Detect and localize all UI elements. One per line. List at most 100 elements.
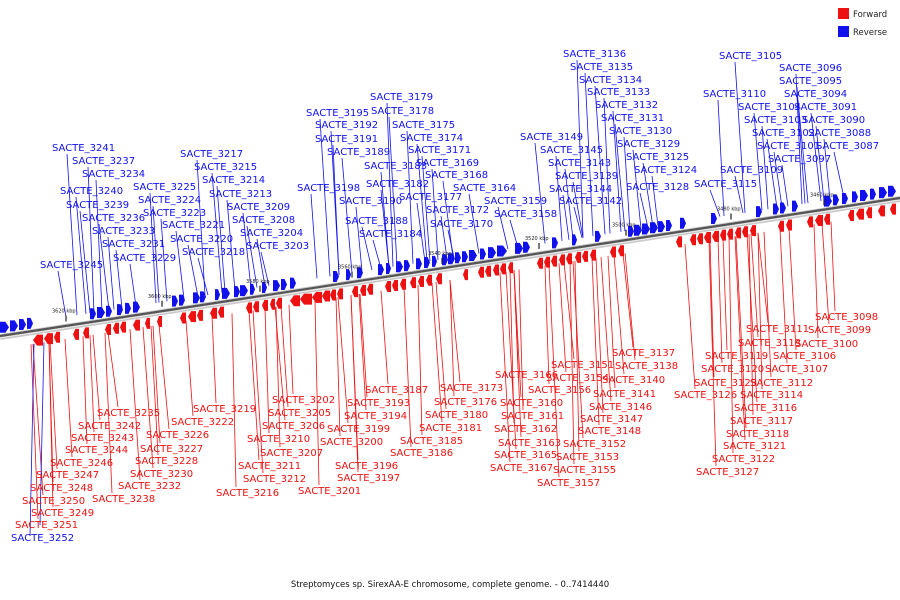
forward-gene-arrow (866, 207, 872, 219)
forward-gene-label: SACTE_3126 (674, 390, 737, 401)
reverse-gene-label: SACTE_3101 (757, 141, 820, 152)
reverse-gene-arrow (172, 295, 178, 307)
reverse-gene-arrow (666, 219, 672, 231)
reverse-connector-line (66, 153, 78, 316)
reverse-connector-line (564, 168, 574, 240)
reverse-gene-label: SACTE_3203 (246, 241, 309, 252)
reverse-gene-label: SACTE_3131 (601, 113, 664, 124)
reverse-gene-label: SACTE_3139 (555, 171, 618, 182)
reverse-connector-line (386, 102, 394, 267)
forward-connector-line (505, 271, 517, 450)
reverse-connector-line (380, 189, 390, 268)
reverse-gene-label: SACTE_3175 (392, 120, 455, 131)
forward-gene-arrow (54, 331, 60, 343)
forward-connector-line (152, 325, 161, 444)
forward-connector-line (64, 339, 73, 458)
tick-label: 3480 kbp (717, 207, 741, 213)
reverse-connector-line (614, 123, 626, 232)
reverse-gene-arrow (824, 195, 832, 207)
forward-gene-label: SACTE_3226 (146, 430, 209, 441)
forward-connector-line (763, 231, 772, 378)
reverse-gene-label: SACTE_3213 (209, 189, 272, 200)
forward-gene-label: SACTE_3194 (344, 411, 407, 422)
reverse-gene-label: SACTE_3088 (808, 128, 871, 139)
forward-gene-arrow (697, 233, 703, 245)
legend-reverse-label: Reverse (853, 28, 887, 38)
forward-gene-label: SACTE_3122 (712, 454, 775, 465)
forward-gene-arrow (463, 269, 468, 281)
reverse-gene-label: SACTE_3240 (60, 186, 123, 197)
reverse-gene-label: SACTE_3103 (744, 115, 807, 126)
forward-gene-label: SACTE_3199 (327, 424, 390, 435)
map-caption: Streptomyces sp. SirexAA-E chromosome, c… (291, 580, 609, 590)
reverse-connector-line (79, 210, 91, 314)
reverse-gene-arrow (497, 245, 507, 257)
forward-connector-line (82, 336, 88, 445)
forward-gene-label: SACTE_3111 (746, 324, 809, 335)
forward-gene-label: SACTE_3212 (243, 474, 306, 485)
forward-gene-label: SACTE_3098 (815, 312, 878, 323)
forward-gene-arrow (815, 214, 823, 226)
legend: Forward Reverse (838, 8, 887, 38)
reverse-gene-label: SACTE_3145 (540, 145, 603, 156)
reverse-gene-arrow (125, 302, 131, 314)
reverse-connector-line (75, 196, 87, 314)
forward-gene-arrow (157, 316, 162, 328)
reverse-gene-arrow (97, 307, 105, 319)
forward-gene-arrow (485, 265, 491, 277)
reverse-gene-label: SACTE_3136 (563, 49, 626, 60)
forward-gene-arrow (786, 219, 792, 231)
reverse-gene-label: SACTE_3087 (816, 141, 879, 152)
reverse-gene-label: SACTE_3109 (720, 165, 783, 176)
forward-gene-arrow (848, 210, 854, 222)
reverse-gene-arrow (792, 200, 798, 212)
forward-gene-arrow (262, 299, 268, 311)
forward-gene-arrow (253, 301, 259, 313)
forward-connector-line (252, 310, 264, 474)
reverse-gene-label: SACTE_3191 (315, 134, 378, 145)
forward-gene-arrow (145, 317, 150, 329)
reverse-gene-arrow (133, 301, 140, 313)
reverse-connector-line (651, 175, 659, 227)
reverse-gene-arrow (19, 319, 26, 331)
reverse-gene-label: SACTE_3234 (82, 169, 145, 180)
reverse-connector-line (594, 85, 606, 235)
reverse-connector-line (773, 151, 783, 208)
forward-gene-label: SACTE_3244 (65, 445, 128, 456)
forward-gene-label: SACTE_3206 (262, 421, 325, 432)
forward-gene-arrow (300, 293, 312, 305)
forward-gene-label: SACTE_3114 (740, 390, 803, 401)
reverse-gene-label: SACTE_3241 (52, 143, 115, 154)
forward-gene-label: SACTE_3176 (434, 397, 497, 408)
tick-label: 3560 kbp (338, 265, 362, 271)
reverse-connector-line (256, 238, 266, 287)
forward-gene-arrow (750, 225, 756, 237)
reverse-gene-arrow (658, 221, 665, 233)
forward-gene-arrow (385, 281, 391, 293)
reverse-gene-label: SACTE_3094 (784, 89, 847, 100)
forward-connector-line (830, 221, 836, 312)
reverse-connector-line (226, 199, 236, 292)
reverse-gene-arrow (642, 223, 650, 235)
forward-gene-arrow (610, 246, 616, 258)
reverse-gene-label: SACTE_3095 (779, 76, 842, 87)
forward-gene-arrow (582, 250, 588, 262)
reverse-gene-label: SACTE_3224 (138, 195, 201, 206)
forward-connector-line (728, 237, 734, 454)
reverse-gene-label: SACTE_3236 (82, 213, 145, 224)
forward-gene-arrow (83, 327, 89, 339)
forward-gene-label: SACTE_3157 (537, 478, 600, 489)
reverse-gene-label: SACTE_3217 (180, 149, 243, 160)
forward-connector-line (544, 265, 550, 385)
reverse-gene-arrow (870, 188, 876, 200)
forward-gene-arrow (676, 236, 682, 248)
reverse-gene-label: SACTE_3097 (768, 154, 831, 165)
reverse-connector-line (639, 192, 649, 228)
reverse-connector-line (98, 223, 110, 311)
forward-gene-label: SACTE_3197 (337, 473, 400, 484)
forward-gene-arrow (508, 262, 513, 274)
forward-gene-arrow (337, 288, 343, 300)
reverse-gene-arrow (404, 260, 410, 272)
forward-connector-line (750, 233, 759, 338)
